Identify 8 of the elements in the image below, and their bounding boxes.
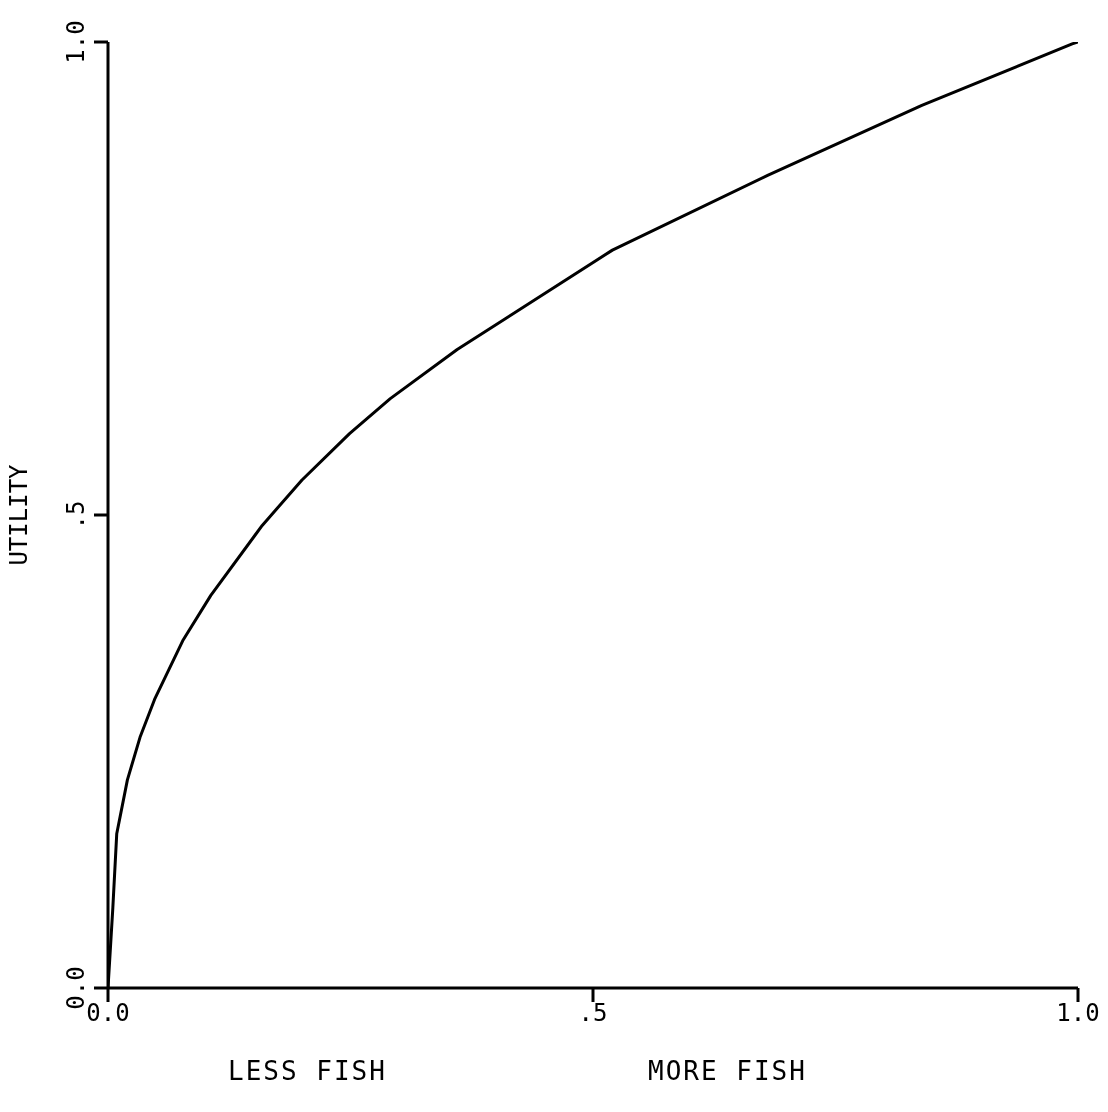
y-axis-title: UTILITY	[4, 463, 33, 566]
x-tick-label: 0.0	[86, 999, 130, 1028]
x-tick-label: 1.0	[1056, 999, 1100, 1028]
y-tick-label: .5	[62, 500, 90, 530]
x-tick-label: .5	[578, 999, 608, 1028]
text: MORE FISH	[648, 1056, 807, 1086]
y-tick-label: 1.0	[62, 20, 90, 64]
text: LESS FISH	[228, 1056, 387, 1086]
